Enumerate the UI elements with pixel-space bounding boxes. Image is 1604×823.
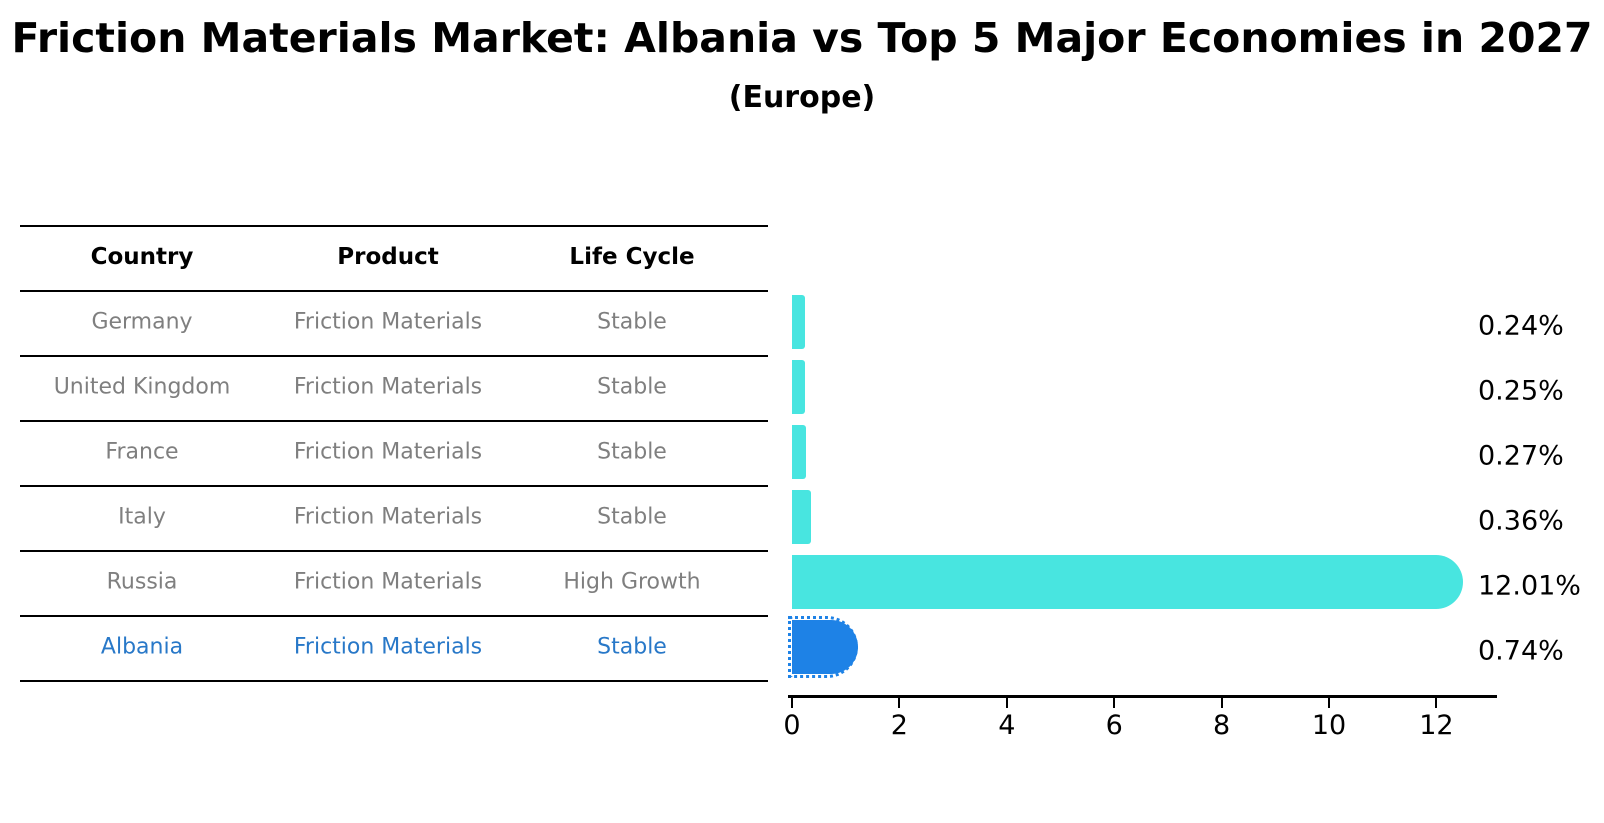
x-tick-label-4: 4 — [998, 710, 1016, 741]
table-header-product: Product — [337, 244, 439, 270]
chart-subtitle: (Europe) — [728, 80, 876, 115]
product-cell-germany: Friction Materials — [293, 309, 483, 335]
table-rule — [20, 420, 768, 422]
x-tick-8 — [1220, 698, 1223, 708]
lifecycle-cell-russia: High Growth — [563, 569, 701, 595]
country-cell-italy: Italy — [118, 504, 166, 530]
x-tick-0 — [791, 698, 793, 708]
x-tick-label-6: 6 — [1105, 710, 1123, 741]
x-tick-label-12: 12 — [1419, 710, 1454, 741]
product-cell-france: Friction Materials — [293, 439, 483, 465]
product-cell-united-kingdom: Friction Materials — [293, 374, 483, 400]
bar-united-kingdom — [792, 360, 805, 414]
country-cell-russia: Russia — [106, 569, 178, 595]
product-cell-italy: Friction Materials — [293, 504, 483, 530]
table-rule — [20, 680, 768, 682]
value-label-russia: 12.01% — [1478, 570, 1581, 602]
table-rule — [20, 290, 768, 292]
x-tick-label-10: 10 — [1311, 710, 1347, 741]
x-tick-10 — [1328, 698, 1330, 708]
value-label-france: 0.27% — [1478, 440, 1564, 472]
x-tick-label-0: 0 — [783, 710, 801, 741]
product-cell-russia: Friction Materials — [293, 569, 483, 595]
country-cell-germany: Germany — [91, 309, 193, 335]
x-tick-2 — [898, 698, 901, 708]
bar-italy — [792, 490, 811, 544]
lifecycle-cell-france: Stable — [597, 439, 667, 465]
table-rule — [20, 550, 768, 552]
table-rule — [20, 485, 768, 487]
table-rule — [20, 225, 768, 227]
x-tick-4 — [1005, 698, 1008, 708]
lifecycle-cell-albania: Stable — [597, 634, 667, 660]
bar-dotted-edge-albania — [788, 616, 858, 678]
table-rule — [20, 355, 768, 357]
value-label-italy: 0.36% — [1478, 505, 1564, 537]
value-label-united-kingdom: 0.25% — [1478, 375, 1564, 407]
value-label-albania: 0.74% — [1478, 635, 1564, 667]
lifecycle-cell-italy: Stable — [597, 504, 667, 530]
country-cell-france: France — [105, 439, 179, 465]
country-cell-albania: Albania — [100, 634, 184, 660]
bar-germany — [792, 295, 805, 349]
table-header-life-cycle: Life Cycle — [569, 244, 695, 270]
lifecycle-cell-united-kingdom: Stable — [597, 374, 667, 400]
bar-france — [792, 425, 806, 479]
x-axis-line — [788, 695, 1497, 698]
lifecycle-cell-germany: Stable — [597, 309, 667, 335]
bar-russia — [792, 555, 1463, 609]
table-rule — [20, 615, 768, 617]
chart-title: Friction Materials Market: Albania vs To… — [11, 14, 1593, 62]
table-header-country: Country — [90, 244, 194, 270]
x-tick-12 — [1435, 698, 1438, 708]
x-tick-label-2: 2 — [890, 710, 908, 741]
value-label-germany: 0.24% — [1478, 310, 1564, 342]
x-tick-6 — [1113, 698, 1116, 708]
product-cell-albania: Friction Materials — [293, 634, 483, 660]
country-cell-united-kingdom: United Kingdom — [53, 374, 231, 400]
x-tick-label-8: 8 — [1213, 710, 1231, 741]
